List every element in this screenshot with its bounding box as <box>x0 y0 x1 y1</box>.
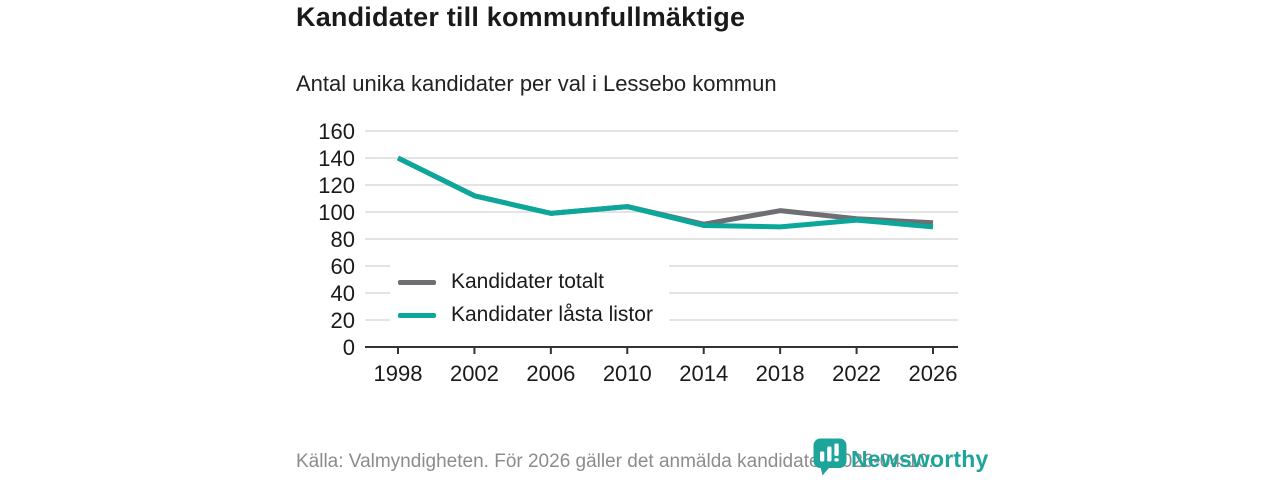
line-chart: 0 20 40 60 80 100 120 140 160 1998 2002 2006 2010 201… <box>296 118 980 390</box>
x-axis-tick-label: 2002 <box>450 361 499 386</box>
x-axis-tick-label: 2014 <box>679 361 728 386</box>
x-axis-tick-label: 2022 <box>832 361 881 386</box>
y-axis-tick-label: 40 <box>331 281 355 306</box>
chart-legend: Kandidater totalt Kandidater låsta listo… <box>390 264 669 335</box>
legend-label-total: Kandidater totalt <box>451 270 604 293</box>
x-axis-tick-label: 2018 <box>756 361 805 386</box>
x-axis-tick-label: 2006 <box>526 361 575 386</box>
newsworthy-logo: Newsworthy <box>813 438 988 476</box>
y-axis-tick-label: 100 <box>318 200 355 225</box>
x-axis-tick-label: 2010 <box>603 361 652 386</box>
y-axis-tick-label: 120 <box>318 173 355 198</box>
legend-swatch-total-line <box>398 279 436 285</box>
legend-swatch-locked-line <box>398 312 436 318</box>
page-title: Kandidater till kommunfullmäktige <box>296 2 746 32</box>
newsworthy-logo-text: Newsworthy <box>851 446 989 472</box>
source-note: Källa: Valmyndigheten. För 2026 gäller d… <box>296 451 934 472</box>
y-axis-tick-label: 80 <box>331 227 355 252</box>
series-line-locked <box>396 155 934 230</box>
bar-chart-speech-bubble-icon <box>813 438 847 476</box>
legend-item-total: Kandidater totalt <box>398 270 653 294</box>
legend-label-locked-lists: Kandidater låsta listor <box>451 303 653 326</box>
x-axis-tick-label: 2026 <box>909 361 958 386</box>
y-axis-tick-label: 160 <box>318 119 355 144</box>
y-axis-tick-label: 140 <box>318 146 355 171</box>
y-axis-tick-label: 0 <box>343 335 355 360</box>
y-axis-tick-label: 60 <box>331 254 355 279</box>
y-axis-tick-label: 20 <box>331 308 355 333</box>
chart-subtitle: Antal unika kandidater per val i Lessebo… <box>296 71 777 96</box>
legend-item-locked-lists: Kandidater låsta listor <box>398 303 653 327</box>
x-axis-tick-label: 1998 <box>374 361 423 386</box>
